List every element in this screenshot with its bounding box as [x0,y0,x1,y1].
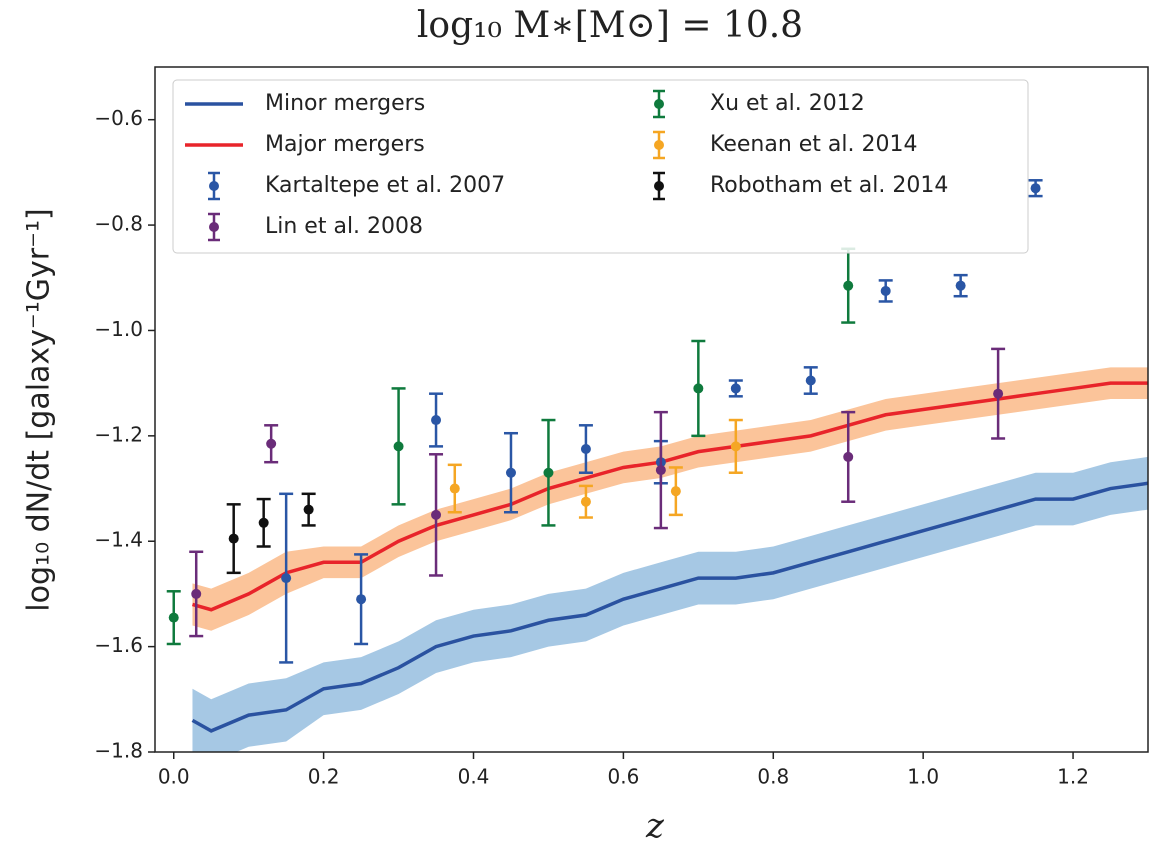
point [655,465,666,476]
chart-title: log₁₀ M∗[M⊙] = 10.8 [417,5,803,46]
x-tick-label: 1.2 [1057,765,1089,789]
point [1030,183,1041,194]
legend-label: Kartaltepe et al. 2007 [265,173,505,198]
point [580,444,591,455]
point [880,285,891,296]
series-layer [166,179,1148,752]
legend: Minor mergers Major mergers Kartaltepe et … [172,79,1029,254]
legend-label: Major mergers [265,132,425,157]
legend-swatch [209,222,219,232]
x-tick-label: 0.8 [757,765,789,789]
legend-label: Keenan et al. 2014 [710,132,918,157]
confidence-band [192,456,1148,752]
point [993,388,1004,399]
point [168,612,179,623]
x-tick-label: 0.0 [158,765,190,789]
point [393,441,404,452]
legend-label: Robotham et al. 2014 [710,173,948,198]
y-tick-label: −1.4 [94,528,143,552]
point [730,383,741,394]
point [431,415,442,426]
y-tick-label: −1.0 [94,317,143,341]
legend-swatch [654,140,664,150]
axes-frame [154,66,1149,753]
legend-swatch [654,181,664,191]
point [191,588,202,599]
point [580,496,591,507]
point [258,517,269,528]
x-tick-label: 0.6 [607,765,639,789]
y-tick-label: −0.6 [94,106,143,130]
x-tick-label: 0.2 [308,765,340,789]
y-tick-label: −1.6 [94,633,143,657]
legend-label: Xu et al. 2012 [710,91,865,116]
legend-swatch [209,181,219,191]
legend-box [172,79,1029,254]
point [805,375,816,386]
y-tick-label: −1.2 [94,422,143,446]
y-axis-label: log₁₀ dN/dt [galaxy⁻¹Gyr⁻¹] [22,208,57,611]
point [281,573,292,584]
point [449,483,460,494]
legend-label: Minor mergers [265,91,425,116]
x-axis-label: z [645,806,665,846]
point [693,383,704,394]
point [670,486,681,497]
y-tick-label: −0.8 [94,212,143,236]
confidence-band [192,367,1148,631]
x-tick-label: 1.0 [907,765,939,789]
y-tick-label: −1.8 [94,739,143,763]
line [191,481,1148,733]
point [431,509,442,520]
point [266,438,277,449]
point [543,467,554,478]
legend-swatch [654,99,664,109]
legend-label: Lin et al. 2008 [265,214,423,239]
point [228,533,239,544]
point [505,467,516,478]
point [356,594,367,605]
point [843,280,854,291]
point [730,441,741,452]
x-tick-label: 0.4 [458,765,490,789]
point [843,451,854,462]
point [303,504,314,515]
point [955,280,966,291]
